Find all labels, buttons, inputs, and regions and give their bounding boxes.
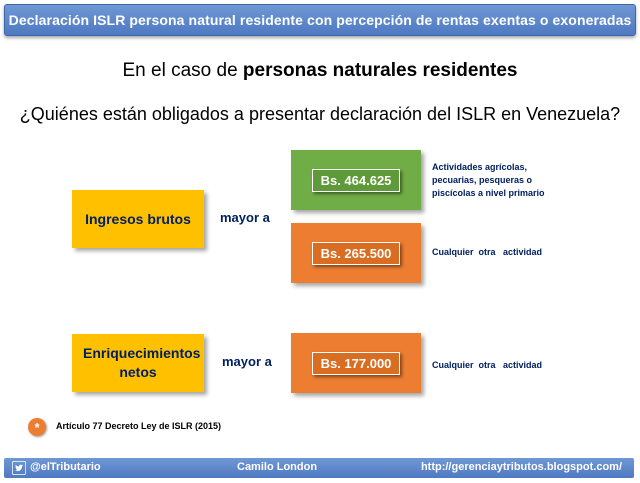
slide-title: Declaración ISLR persona natural residen… (8, 12, 632, 28)
enriquecimientos-netos-box: Enriquecimientos netos (72, 334, 204, 392)
twitter-bird-icon (12, 461, 26, 475)
legal-reference: Artículo 77 Decreto Ley de ISLR (2015) (56, 421, 222, 431)
subtitle-bold: personas naturales residentes (242, 60, 518, 81)
footer-bar: @elTributario Camilo London http://geren… (4, 458, 634, 478)
threshold-box-otra-2: Bs. 177.000 (291, 333, 421, 393)
twitter-handle[interactable]: @elTributario (30, 461, 101, 473)
mayor-a-label-2: mayor a (222, 354, 272, 369)
slide-title-bar: Declaración ISLR persona natural residen… (4, 4, 636, 36)
author-name: Camilo London (237, 461, 318, 473)
description-otra-2: Cualquier otra actividad (432, 360, 543, 370)
question-text: ¿Quiénes están obligados a presentar dec… (19, 104, 621, 124)
description-otra-1: Cualquier otra actividad (432, 247, 543, 257)
asterisk-symbol: * (34, 419, 40, 435)
subtitle: En el caso de personas naturales residen… (0, 60, 640, 82)
subtitle-prefix: En el caso de (122, 60, 243, 81)
ingresos-brutos-label: Ingresos brutos (85, 210, 191, 227)
enriquecimientos-netos-label: Enriquecimientos netos (83, 345, 201, 380)
blog-url[interactable]: http://gerenciaytributos.blogspot.com/ (420, 461, 622, 473)
amount-agricola: Bs. 464.625 (311, 168, 401, 192)
asterisk-icon: * (28, 418, 46, 436)
threshold-box-agricola: Bs. 464.625 (291, 150, 421, 210)
mayor-a-label-1: mayor a (220, 210, 270, 225)
description-agricola: Actividades agrícolas, pecuarias, pesque… (432, 162, 545, 198)
amount-otra-2: Bs. 177.000 (311, 351, 401, 375)
amount-otra-1: Bs. 265.500 (311, 241, 401, 265)
threshold-box-otra-1: Bs. 265.500 (291, 223, 421, 283)
ingresos-brutos-box: Ingresos brutos (72, 190, 204, 248)
